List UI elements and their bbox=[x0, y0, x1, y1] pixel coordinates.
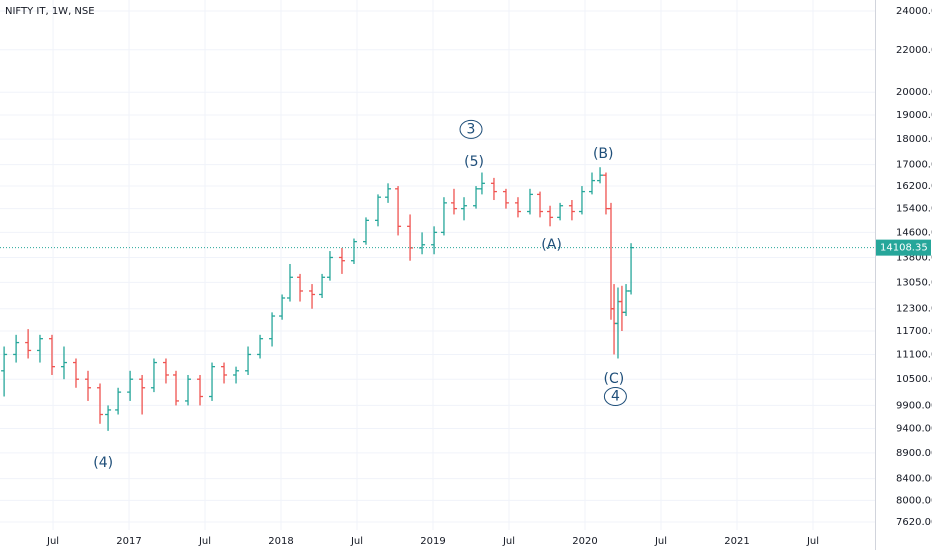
y-tick-label: 22000.00 bbox=[896, 45, 932, 56]
x-tick-label: 2018 bbox=[268, 536, 293, 547]
x-tick-label: Jul bbox=[46, 536, 59, 547]
x-tick-label: Jul bbox=[350, 536, 363, 547]
y-tick-label: 14600.00 bbox=[896, 227, 932, 238]
annotation: (A) bbox=[541, 237, 562, 253]
annotation: 4 bbox=[611, 389, 620, 405]
annotation: (4) bbox=[93, 455, 113, 471]
x-tick-label: Jul bbox=[654, 536, 667, 547]
y-tick-label: 8900.00 bbox=[896, 448, 932, 459]
y-tick-label: 13050.00 bbox=[896, 277, 932, 288]
x-tick-label: 2017 bbox=[116, 536, 141, 547]
y-tick-label: 11700.00 bbox=[896, 326, 932, 337]
y-tick-label: 10500.00 bbox=[896, 374, 932, 385]
y-tick-label: 7620.00 bbox=[896, 517, 932, 528]
x-tick-label: Jul bbox=[502, 536, 515, 547]
last-price-label: 14108.35 bbox=[880, 243, 928, 254]
annotation: (5) bbox=[464, 154, 484, 170]
y-tick-label: 19000.00 bbox=[896, 110, 932, 121]
y-tick-label: 9400.00 bbox=[896, 423, 932, 434]
y-tick-label: 20000.00 bbox=[896, 87, 932, 98]
y-tick-label: 8000.00 bbox=[896, 495, 932, 506]
annotation-circle bbox=[459, 119, 483, 139]
last-price-box bbox=[876, 239, 931, 256]
chart-title: NIFTY IT, 1W, NSE bbox=[5, 6, 95, 17]
y-tick-label: 9900.00 bbox=[896, 400, 932, 411]
y-tick-label: 16200.00 bbox=[896, 181, 932, 192]
x-tick-label: 2019 bbox=[420, 536, 445, 547]
x-tick-label: 2020 bbox=[572, 536, 597, 547]
y-tick-label: 8400.00 bbox=[896, 474, 932, 485]
x-tick-label: Jul bbox=[806, 536, 819, 547]
annotation-circle bbox=[603, 387, 627, 407]
y-tick-label: 15400.00 bbox=[896, 204, 932, 215]
y-tick-label: 24000.00 bbox=[896, 6, 932, 17]
annotation: (C) bbox=[604, 371, 625, 387]
annotation: (B) bbox=[593, 146, 614, 162]
x-tick-label: Jul bbox=[198, 536, 211, 547]
y-tick-label: 18000.00 bbox=[896, 134, 932, 145]
y-tick-label: 13800.00 bbox=[896, 252, 932, 263]
y-tick-label: 11100.00 bbox=[896, 349, 932, 360]
y-tick-label: 17000.00 bbox=[896, 160, 932, 171]
annotation: 3 bbox=[467, 121, 476, 137]
x-tick-label: 2021 bbox=[724, 536, 749, 547]
y-tick-label: 12300.00 bbox=[896, 304, 932, 315]
